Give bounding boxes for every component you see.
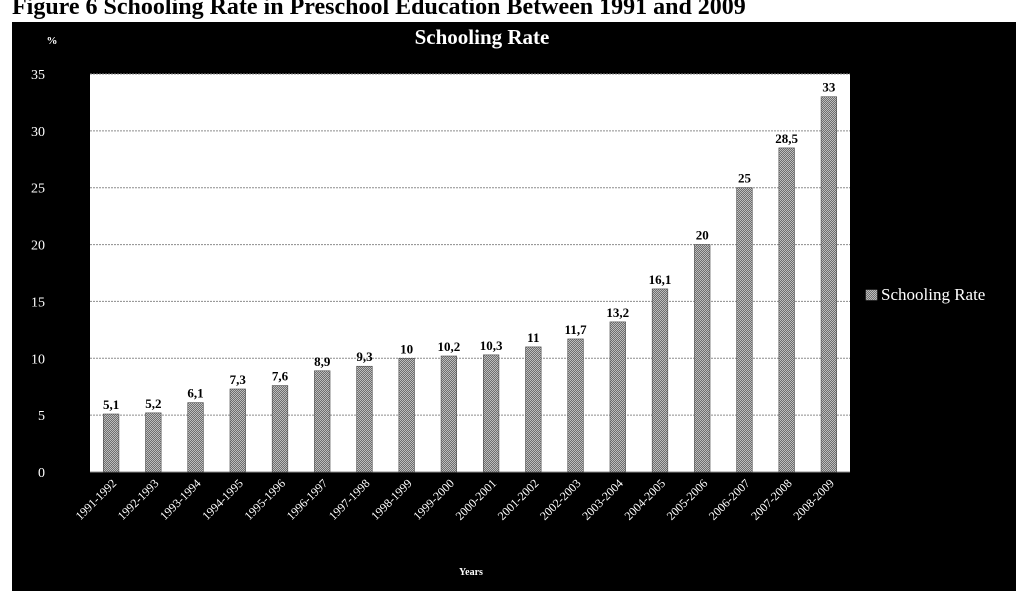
bar bbox=[567, 338, 584, 473]
figure-caption: Figure 6 Schooling Rate in Preschool Edu… bbox=[12, 0, 746, 20]
data-label: 28,5 bbox=[775, 131, 798, 146]
bar bbox=[609, 321, 626, 473]
bars bbox=[103, 96, 837, 473]
x-tick-label: 2002-2003 bbox=[537, 476, 584, 523]
data-label: 6,1 bbox=[187, 386, 203, 401]
y-tick-label: 10 bbox=[31, 352, 45, 367]
x-tick-label: 1992-1993 bbox=[115, 476, 162, 523]
data-label: 16,1 bbox=[649, 272, 672, 287]
x-tick-label: 2003-2004 bbox=[579, 476, 626, 523]
x-axis-label: Years bbox=[459, 567, 483, 578]
data-label: 33 bbox=[822, 80, 836, 95]
data-label: 8,9 bbox=[314, 354, 331, 369]
bar bbox=[736, 187, 753, 473]
x-tick-label: 2007-2008 bbox=[748, 476, 795, 523]
bar bbox=[229, 388, 246, 473]
x-tick-label: 1991-1992 bbox=[73, 476, 120, 523]
data-label: 9,3 bbox=[356, 349, 373, 364]
bar bbox=[314, 370, 331, 473]
x-tick-label: 2004-2005 bbox=[621, 476, 668, 523]
x-tick-label: 1996-1997 bbox=[284, 476, 331, 523]
data-label: 5,1 bbox=[103, 397, 119, 412]
data-label: 7,6 bbox=[272, 369, 289, 384]
schooling-rate-chart: 5,1 5,2 6,1 7,3 7,6 8,9 9,3 10 10,2 10,3 11 11,7 13,… bbox=[31, 25, 985, 578]
bar bbox=[103, 413, 120, 473]
data-label: 10,2 bbox=[438, 339, 461, 354]
x-tick-label: 1995-1996 bbox=[241, 476, 288, 523]
data-label: 5,2 bbox=[145, 396, 161, 411]
bar bbox=[820, 96, 837, 473]
x-tick-label: 2000-2001 bbox=[453, 476, 500, 523]
legend: Schooling Rate bbox=[865, 285, 985, 304]
y-tick-label: 20 bbox=[31, 239, 45, 254]
y-tick-labels: 0 5 10 15 20 25 30 35 bbox=[31, 68, 45, 481]
x-tick-label: 1997-1998 bbox=[326, 476, 373, 523]
x-tick-label: 1994-1995 bbox=[199, 476, 246, 523]
data-label: 10,3 bbox=[480, 338, 503, 353]
bar bbox=[356, 365, 373, 473]
chart-title: Schooling Rate bbox=[415, 25, 550, 49]
bar bbox=[778, 147, 795, 473]
data-label: 11,7 bbox=[565, 322, 588, 337]
bar bbox=[651, 288, 669, 473]
y-tick-label: 25 bbox=[31, 182, 45, 197]
legend-label: Schooling Rate bbox=[881, 285, 985, 304]
bar bbox=[482, 354, 500, 473]
bar bbox=[271, 385, 289, 473]
x-tick-label: 2008-2009 bbox=[790, 476, 837, 523]
data-label: 13,2 bbox=[606, 305, 629, 320]
bar bbox=[525, 346, 542, 473]
data-label: 20 bbox=[696, 228, 709, 243]
plot-area bbox=[90, 74, 850, 472]
x-tick-label: 1993-1994 bbox=[157, 476, 204, 523]
data-label: 7,3 bbox=[230, 372, 247, 387]
y-tick-label: 5 bbox=[38, 409, 45, 424]
x-tick-label: 2005-2006 bbox=[664, 476, 711, 523]
x-tick-label: 1998-1999 bbox=[368, 476, 415, 523]
bar bbox=[694, 244, 711, 473]
data-label: 10 bbox=[400, 341, 413, 356]
x-tick-label: 2006-2007 bbox=[706, 476, 753, 523]
x-tick-label: 2001-2002 bbox=[495, 476, 542, 523]
y-tick-label: 35 bbox=[31, 68, 45, 83]
chart-container: 5,1 5,2 6,1 7,3 7,6 8,9 9,3 10 10,2 10,3 11 11,7 13,… bbox=[12, 22, 1016, 591]
bar bbox=[440, 355, 458, 473]
y-tick-label: 0 bbox=[38, 466, 45, 481]
data-label: 25 bbox=[738, 171, 752, 186]
x-tick-labels: 1991-19921992-19931993-19941994-19951995… bbox=[73, 476, 837, 523]
legend-swatch bbox=[865, 289, 878, 301]
y-tick-label: 15 bbox=[31, 295, 45, 310]
data-label: 11 bbox=[527, 330, 539, 345]
x-tick-label: 1999-2000 bbox=[410, 476, 457, 523]
y-tick-label: 30 bbox=[31, 125, 45, 140]
bar bbox=[187, 402, 204, 473]
data-labels: 5,1 5,2 6,1 7,3 7,6 8,9 9,3 10 10,2 10,3 11 11,7 13,… bbox=[103, 80, 836, 412]
gridlines bbox=[90, 73, 850, 473]
bar bbox=[145, 412, 162, 473]
y-axis-label: % bbox=[47, 35, 58, 47]
bar bbox=[398, 357, 415, 473]
